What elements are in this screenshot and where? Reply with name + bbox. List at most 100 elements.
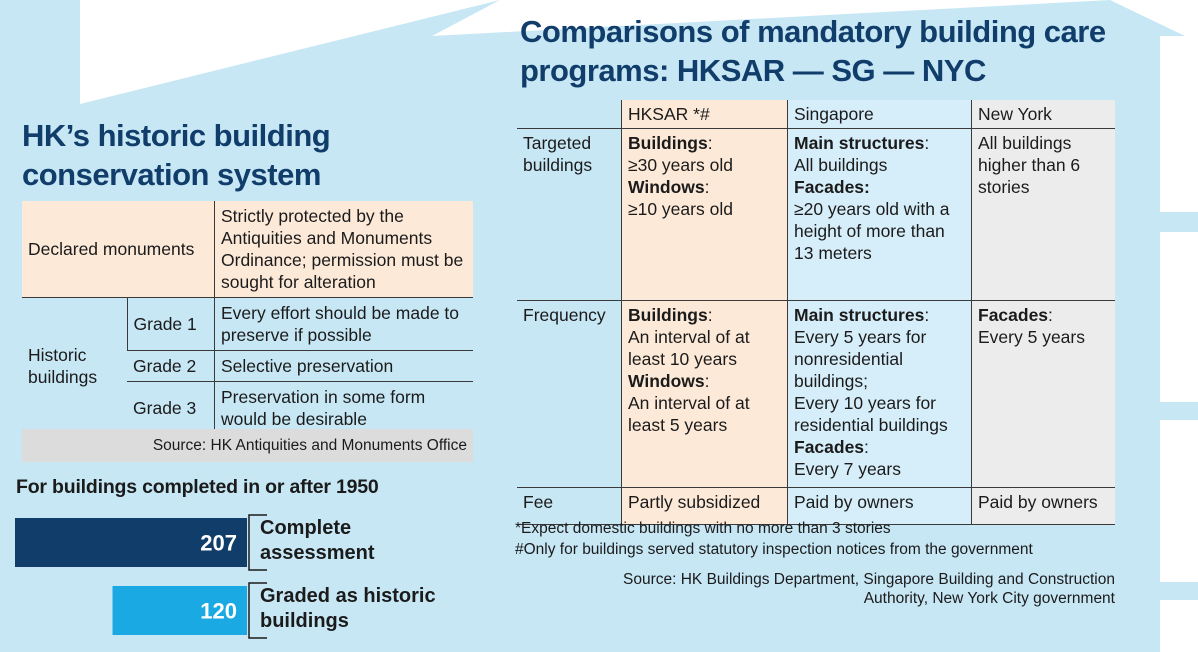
cell-line-bold: Facades — [978, 305, 1049, 325]
row-label: Fee — [517, 487, 622, 525]
cell-new-york: All buildings higher than 6 stories — [971, 128, 1115, 301]
cell-hksar: Buildings: ≥30 years old Windows: ≥10 years… — [621, 128, 788, 301]
grade-label: Grade 1 — [126, 297, 215, 351]
cell-line: Buildings: — [628, 304, 781, 326]
cell-line-text: : — [1048, 305, 1053, 325]
cell-line-bold: Windows — [628, 177, 705, 197]
cell-line-text: Every 10 years for residential buildings — [794, 393, 948, 435]
cell-line: Every 5 years — [978, 326, 1109, 348]
grade-desc: Selective preservation — [214, 350, 473, 382]
cell-line: Paid by owners — [794, 491, 965, 513]
declared-desc: Strictly protected by the Antiquities an… — [214, 201, 473, 298]
cell-line: All buildings — [794, 154, 965, 176]
conservation-source: Source: HK Antiquities and Monuments Off… — [22, 429, 473, 462]
cell-line: Windows: — [628, 176, 781, 198]
cell-hksar: Buildings: An interval of at least 10 yea… — [621, 300, 788, 488]
cell-line: Facades: — [978, 304, 1109, 326]
comparison-header-row: HKSAR *# Singapore New York — [517, 100, 1115, 129]
cell-line: ≥20 years old with a height of more than… — [794, 198, 965, 264]
cell-hksar: Partly subsidized — [621, 487, 788, 525]
cell-line-text: : — [924, 305, 930, 325]
grade-desc: Preservation in some form would be desir… — [214, 381, 473, 434]
cell-singapore: Main structures: Every 5 years for nonres… — [787, 300, 972, 488]
cell-line-bold: Windows — [628, 371, 705, 391]
comparison-row: Frequency Buildings: An interval of at lea… — [517, 300, 1115, 488]
cell-line: Main structures: — [794, 304, 965, 326]
comparison-title: Comparisons of mandatory building care p… — [520, 14, 1106, 88]
cell-line-text: Paid by owners — [794, 492, 914, 512]
cell-line-text: : — [864, 437, 869, 457]
cell-new-york: Facades: Every 5 years — [971, 300, 1115, 488]
row-label: Frequency — [517, 300, 622, 488]
footnote: *Expect domestic buildings with no more … — [515, 520, 891, 537]
cell-line-text: Paid by owners — [978, 492, 1098, 512]
cell-line: Partly subsidized — [628, 491, 781, 513]
grade-desc: Every effort should be made to preserve … — [214, 297, 473, 351]
cell-line: Facades: — [794, 176, 965, 198]
cell-line: Every 5 years for nonresidential buildin… — [794, 326, 965, 392]
bar-bracket — [248, 582, 267, 639]
cell-line-bold: Main structures — [794, 133, 925, 153]
bar-value-label: 120 — [200, 599, 237, 624]
cell-line-text: Partly subsidized — [628, 492, 761, 512]
category-label: Graded as historic buildings — [260, 585, 436, 632]
assessment-bar-chart: 207 Complete assessment 120 Graded as histor… — [15, 514, 436, 639]
cell-line-bold: Buildings — [628, 305, 708, 325]
cell-line-bold: Main structures — [794, 305, 925, 325]
cell-line: All buildings higher than 6 stories — [978, 132, 1109, 198]
cell-line-text: Every 5 years — [978, 327, 1085, 347]
declared-label: Declared monuments — [22, 201, 215, 298]
bar-value-label: 207 — [200, 531, 237, 556]
category-label: Complete assessment — [260, 517, 375, 564]
cell-line: Main structures: — [794, 132, 965, 154]
comparison-source: Source: HK Buildings Department, Singapo… — [623, 571, 1115, 607]
column-header-hksar: HKSAR *# — [621, 100, 788, 129]
cell-line: An interval of at least 10 years — [628, 326, 781, 370]
cell-line-text: ≥20 years old with a height of more than… — [794, 199, 950, 263]
cell-line-text: : — [707, 305, 713, 325]
column-header-new-york: New York — [971, 100, 1115, 129]
cell-line: An interval of at least 5 years — [628, 392, 781, 436]
cell-line-text: An interval of at least 10 years — [628, 327, 750, 369]
bar-bracket — [248, 514, 267, 571]
cell-new-york: Paid by owners — [971, 487, 1115, 525]
comparison-row: Targeted buildings Buildings: ≥30 years ol… — [517, 128, 1115, 301]
cell-singapore: Paid by owners — [787, 487, 972, 525]
cell-line: Facades: — [794, 436, 965, 458]
cell-line-bold: Facades: — [794, 177, 870, 197]
header-empty-cell — [517, 100, 622, 129]
cell-line-text: : — [704, 371, 710, 391]
cell-line-text: Every 5 years for nonresidential buildin… — [794, 327, 927, 391]
cell-line: Windows: — [628, 370, 781, 392]
left-house-shape — [0, 0, 500, 104]
chart-title: For buildings completed in or after 1950 — [16, 476, 379, 498]
cell-line-text: ≥30 years old — [628, 155, 733, 175]
comparison-row: Fee Partly subsidized Paid by owners Paid b… — [517, 487, 1115, 525]
comparison-table: HKSAR *# Singapore New York Targeted bui… — [517, 100, 1115, 525]
bar — [112, 586, 247, 635]
historic-label: Historic buildings — [28, 345, 98, 387]
grade-label: Grade 2 — [127, 350, 215, 382]
grade-row: Historic buildings Grade 1 Every effort … — [22, 297, 473, 387]
declared-row: Declared monuments Strictly protected by… — [22, 201, 473, 298]
row-label: Targeted buildings — [517, 128, 622, 301]
cell-line: Buildings: — [628, 132, 781, 154]
cell-line-text: All buildings — [794, 155, 888, 175]
cell-line: Every 10 years for residential buildings — [794, 392, 965, 436]
cell-line: Paid by owners — [978, 491, 1109, 513]
cell-line: ≥10 years old — [628, 198, 781, 220]
cell-line-bold: Buildings — [628, 133, 708, 153]
cell-line-text: ≥10 years old — [628, 199, 733, 219]
cell-line-text: : — [707, 133, 713, 153]
cell-line-bold: Facades — [794, 437, 865, 457]
grade-label: Grade 3 — [133, 398, 197, 418]
conservation-table: Declared monuments Strictly protected by… — [22, 201, 473, 434]
cell-line-text: : — [704, 177, 710, 197]
grade-row: Grade 3 Preservation in some form would … — [22, 381, 473, 434]
grade-row: Grade 2 Selective preservation — [22, 350, 473, 382]
comparison-footnotes: *Expect domestic buildings with no more … — [515, 518, 1033, 560]
bar — [15, 518, 247, 567]
cell-line: ≥30 years old — [628, 154, 781, 176]
cell-line-text: : — [924, 133, 930, 153]
